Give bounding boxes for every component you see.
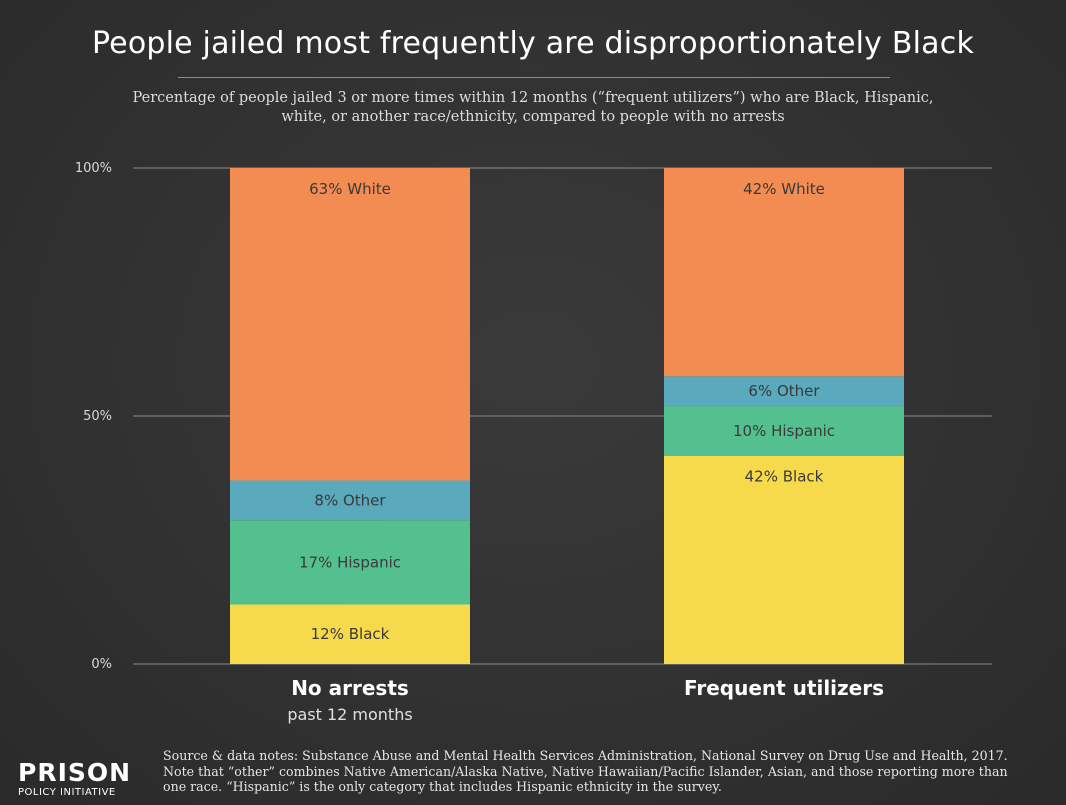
category-sublabel: past 12 months	[287, 705, 412, 724]
category-label: No arrests	[291, 676, 409, 700]
logo-sub-text: POLICY INITIATIVE	[18, 787, 116, 798]
bar-segment-hispanic	[664, 406, 904, 456]
bar-segment-other	[230, 480, 470, 521]
y-tick-label: 100%	[75, 161, 112, 176]
data-label: 12% Black	[311, 625, 390, 643]
logo-main-text: PRISON	[18, 758, 132, 787]
data-label: 63% White	[309, 180, 391, 198]
chart-subtitle: Percentage of people jailed 3 or more ti…	[132, 90, 934, 125]
y-tick-label: 0%	[91, 657, 112, 672]
bar-segment-black	[664, 455, 904, 664]
bar-segment-white	[230, 168, 470, 481]
data-label: 6% Other	[748, 382, 820, 400]
data-label: 42% Black	[745, 468, 824, 486]
data-label: 8% Other	[314, 491, 386, 509]
data-label: 42% White	[743, 180, 825, 198]
chart-title: People jailed most frequently are dispro…	[91, 26, 975, 61]
data-label: 17% Hispanic	[299, 553, 401, 571]
y-tick-label: 50%	[83, 409, 112, 424]
data-label: 10% Hispanic	[733, 422, 835, 440]
bar-segment-other	[664, 376, 904, 407]
bar-segment-hispanic	[230, 520, 470, 605]
prison-policy-logo: PRISON POLICY INITIATIVE	[18, 760, 138, 799]
title-divider	[178, 77, 890, 78]
bar-segment-black	[230, 604, 470, 664]
bar-segment-white	[664, 168, 904, 377]
source-note: Source & data notes: Substance Abuse and…	[163, 748, 1008, 794]
category-label: Frequent utilizers	[684, 676, 884, 700]
